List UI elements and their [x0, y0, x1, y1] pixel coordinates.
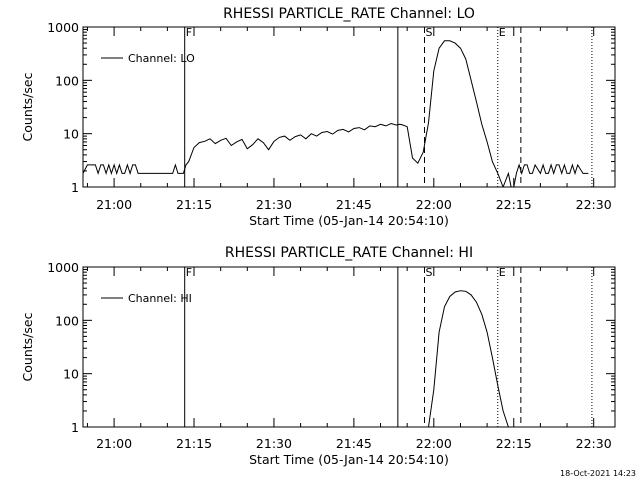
marker-label: E — [499, 26, 506, 39]
marker-label: F — [186, 266, 192, 279]
x-tick-label: 21:30 — [256, 197, 292, 212]
plot-frame — [82, 266, 616, 428]
x-tick-label: 21:00 — [96, 197, 132, 212]
y-tick-label: 100 — [55, 313, 79, 328]
marker-label: E — [499, 266, 506, 279]
x-tick-label: 21:45 — [336, 197, 372, 212]
x-tick-label: 21:15 — [176, 436, 212, 451]
x-tick-label: 21:00 — [96, 436, 132, 451]
y-tick-label: 100 — [55, 73, 79, 88]
footer-timestamp: 18-Oct-2021 14:23 — [560, 469, 636, 478]
chart-channel-hi: RHESSI PARTICLE_RATE Channel: HI Start Ti… — [20, 245, 616, 467]
marker-label: S — [425, 26, 432, 39]
x-tick-label: 21:30 — [256, 436, 292, 451]
x-tick-label: 22:30 — [576, 436, 612, 451]
y-tick-label: 10 — [63, 127, 79, 142]
chart-title: RHESSI PARTICLE_RATE Channel: LO — [223, 6, 475, 22]
marker-label: S — [425, 266, 432, 279]
x-tick-label: 22:15 — [496, 197, 532, 212]
y-tick-label: 10 — [63, 367, 79, 382]
y-tick-label: 1 — [71, 420, 79, 435]
x-tick-label: 21:45 — [336, 436, 372, 451]
y-tick-label: 1 — [71, 180, 79, 195]
x-tick-label: 22:30 — [576, 197, 612, 212]
series-line — [428, 290, 509, 427]
x-tick-label: 22:00 — [416, 197, 452, 212]
x-tick-label: 22:15 — [496, 436, 532, 451]
x-axis-label: Start Time (05-Jan-14 20:54:10) — [249, 452, 449, 467]
y-axis-label: Counts/sec — [20, 72, 35, 141]
y-tick-label: 1000 — [47, 260, 79, 275]
y-tick-label: 1000 — [47, 20, 79, 35]
x-axis-label: Start Time (05-Jan-14 20:54:10) — [249, 213, 449, 228]
chart-channel-lo: RHESSI PARTICLE_RATE Channel: LO Start Ti… — [20, 6, 616, 228]
chart-title: RHESSI PARTICLE_RATE Channel: HI — [225, 245, 473, 261]
y-axis-label: Counts/sec — [20, 312, 35, 381]
x-tick-label: 22:00 — [416, 436, 452, 451]
plot-frame — [82, 26, 616, 188]
x-tick-label: 21:15 — [176, 197, 212, 212]
series-line — [83, 40, 589, 187]
legend-entry: Channel: LO — [128, 52, 195, 65]
legend-entry: Channel: HI — [128, 292, 192, 305]
marker-label: F — [186, 26, 192, 39]
